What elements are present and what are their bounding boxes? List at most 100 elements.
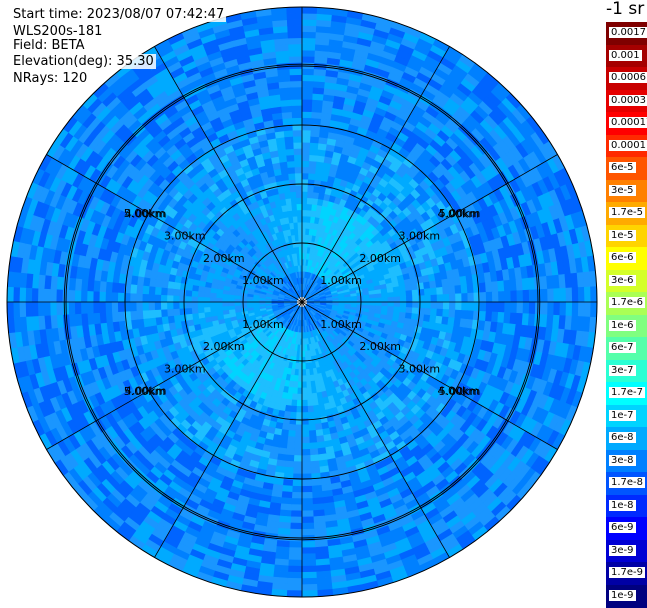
range-gate-cell bbox=[56, 302, 62, 315]
range-gate-cell bbox=[312, 491, 323, 498]
range-gate-cell bbox=[302, 38, 316, 44]
range-gate-cell bbox=[25, 288, 32, 302]
range-gate-cell bbox=[185, 290, 192, 296]
range-gate-cell bbox=[289, 424, 296, 431]
range-gate-cell bbox=[136, 302, 142, 311]
range-gate-cell bbox=[222, 298, 228, 302]
range-gate-cell bbox=[105, 292, 111, 302]
range-gate-cell bbox=[455, 285, 462, 294]
range-gate-cell bbox=[19, 287, 26, 302]
range-gate-cell bbox=[106, 281, 113, 292]
range-gate-cell bbox=[566, 302, 573, 316]
range-gate-cell bbox=[560, 302, 566, 316]
range-gate-cell bbox=[155, 287, 162, 295]
range-gate-cell bbox=[25, 302, 32, 316]
range-gate-cell bbox=[282, 423, 289, 430]
range-gate-cell bbox=[99, 291, 105, 302]
range-gate-cell bbox=[288, 554, 302, 560]
range-gate-cell bbox=[306, 375, 310, 381]
range-gate-cell bbox=[290, 406, 296, 413]
range-gate-cell bbox=[281, 491, 292, 498]
range-gate-cell bbox=[492, 302, 498, 312]
range-gate-cell bbox=[310, 461, 319, 468]
range-gate-cell bbox=[307, 400, 313, 407]
range-gate-cell bbox=[311, 130, 320, 137]
range-gate-cell bbox=[523, 290, 529, 302]
range-gate-cell bbox=[302, 560, 316, 566]
range-gate-cell bbox=[302, 492, 312, 498]
range-gate-cell bbox=[302, 584, 317, 591]
range-gate-cell bbox=[302, 437, 309, 443]
range-gate-cell bbox=[411, 284, 418, 291]
range-gate-cell bbox=[302, 105, 312, 111]
range-gate-cell bbox=[290, 523, 302, 529]
range-gate-cell bbox=[296, 412, 302, 418]
range-gate-cell bbox=[198, 312, 205, 318]
range-gate-cell bbox=[491, 312, 498, 323]
range-gate-cell bbox=[283, 479, 293, 486]
range-gate-cell bbox=[309, 167, 316, 174]
range-gate-cell bbox=[302, 130, 311, 136]
range-gate-cell bbox=[19, 302, 26, 317]
range-gate-cell bbox=[431, 295, 437, 302]
range-gate-cell bbox=[204, 307, 211, 312]
range-gate-cell bbox=[412, 302, 418, 308]
range-gate-cell bbox=[99, 281, 106, 292]
range-gate-cell bbox=[87, 291, 93, 302]
range-gate-cell bbox=[498, 291, 504, 302]
range-gate-cell bbox=[406, 302, 412, 308]
range-gate-cell bbox=[382, 302, 388, 307]
range-gate-cell bbox=[302, 462, 311, 468]
range-gate-cell bbox=[504, 313, 511, 324]
range-gate-cell bbox=[302, 547, 315, 553]
range-gate-cell bbox=[13, 287, 20, 302]
range-gate-cell bbox=[155, 294, 161, 302]
range-gate-cell bbox=[130, 311, 137, 320]
range-gate-cell bbox=[302, 394, 307, 400]
range-gate-cell bbox=[210, 302, 216, 307]
range-gate-cell bbox=[204, 297, 210, 302]
range-gate-cell bbox=[293, 468, 302, 474]
range-gate-cell bbox=[289, 535, 302, 541]
range-gate-cell bbox=[287, 436, 295, 443]
range-gate-cell bbox=[191, 296, 197, 302]
range-gate-cell bbox=[142, 310, 149, 319]
range-gate-cell bbox=[302, 19, 317, 26]
range-gate-cell bbox=[185, 308, 192, 314]
range-gate-cell bbox=[302, 572, 316, 579]
range-gate-cell bbox=[517, 290, 523, 302]
range-gate-cell bbox=[479, 283, 486, 293]
range-gate-cell bbox=[191, 302, 197, 308]
range-gate-cell bbox=[535, 289, 541, 302]
range-gate-cell bbox=[302, 554, 316, 560]
range-gate-cell bbox=[462, 302, 468, 311]
range-gate-cell bbox=[400, 302, 406, 307]
range-gate-cell bbox=[308, 185, 314, 192]
range-gate-cell bbox=[309, 443, 317, 450]
range-gate-cell bbox=[161, 302, 167, 309]
range-gate-cell bbox=[216, 306, 222, 311]
range-gate-cell bbox=[302, 93, 313, 99]
range-gate-cell bbox=[302, 511, 313, 517]
range-gate-cell bbox=[302, 425, 309, 431]
range-gate-cell bbox=[393, 287, 400, 293]
range-gate-cell bbox=[400, 297, 406, 302]
range-gate-cell bbox=[400, 291, 407, 297]
range-gate-cell bbox=[68, 302, 74, 314]
range-gate-cell bbox=[312, 393, 318, 400]
range-gate-cell bbox=[38, 288, 44, 302]
range-gate-cell bbox=[388, 292, 394, 297]
range-gate-cell bbox=[309, 155, 317, 162]
range-gate-cell bbox=[523, 302, 529, 314]
range-gate-cell bbox=[302, 32, 316, 39]
range-gate-cell bbox=[7, 287, 14, 302]
range-gate-cell bbox=[161, 309, 168, 317]
range-gate-cell bbox=[312, 485, 322, 492]
range-gate-cell bbox=[307, 192, 313, 199]
range-gate-cell bbox=[306, 369, 310, 375]
range-gate-cell bbox=[302, 370, 306, 376]
range-gate-cell bbox=[302, 535, 315, 541]
range-gate-cell bbox=[312, 99, 323, 106]
range-gate-cell bbox=[62, 302, 68, 315]
range-gate-cell bbox=[312, 112, 322, 119]
